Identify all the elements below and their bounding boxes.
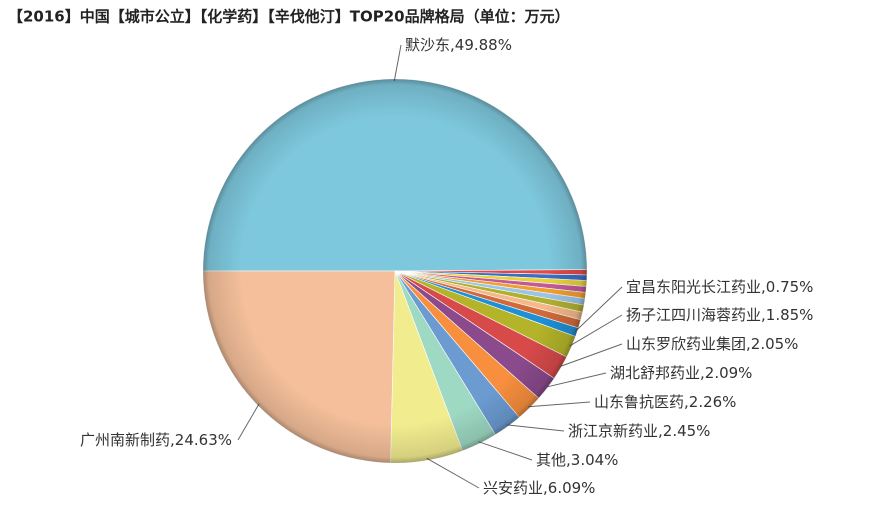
label-category: 宜昌东阳光长江药业 (626, 278, 761, 296)
label-value: ,2.26% (684, 393, 736, 411)
data-label: 浙江京新药业,2.45% (568, 422, 710, 440)
data-label: 其他,3.04% (536, 451, 618, 469)
label-category: 兴安药业 (483, 479, 543, 497)
label-value: ,2.45% (658, 422, 710, 440)
data-label: 兴安药业,6.09% (483, 479, 595, 497)
data-label: 宜昌东阳光长江药业,0.75% (626, 278, 813, 296)
label-category: 浙江京新药业 (568, 422, 658, 440)
label-category: 默沙东 (405, 36, 450, 54)
leader-line (426, 457, 480, 489)
data-label: 山东鲁抗医药,2.26% (594, 393, 736, 411)
leader-line (393, 44, 402, 82)
label-value: ,1.85% (761, 306, 813, 324)
label-category: 其他 (536, 451, 566, 469)
leader-line (237, 403, 260, 441)
data-label: 广州南新制药,24.63% (80, 431, 232, 449)
data-label: 扬子江四川海蓉药业,1.85% (626, 306, 813, 324)
label-category: 广州南新制药 (80, 431, 170, 449)
label-value: ,2.09% (700, 364, 752, 382)
label-value: ,49.88% (450, 36, 512, 54)
pie-slice (202, 78, 588, 272)
label-value: ,24.63% (170, 431, 232, 449)
data-label: 默沙东,49.88% (405, 36, 512, 54)
label-value: ,3.04% (566, 451, 618, 469)
data-label: 山东罗欣药业集团,2.05% (626, 335, 798, 353)
leader-line (478, 441, 533, 461)
label-value: ,6.09% (543, 479, 595, 497)
leader-line (527, 401, 591, 408)
label-category: 山东鲁抗医药 (594, 393, 684, 411)
data-label: 湖北舒邦药业,2.09% (610, 364, 752, 382)
chart-title: 【2016】中国【城市公立】【化学药】【辛伐他汀】TOP20品牌格局（单位：万元… (8, 8, 570, 26)
label-value: ,2.05% (746, 335, 798, 353)
leader-line (506, 424, 565, 432)
label-category: 扬子江四川海蓉药业 (626, 306, 761, 324)
label-value: ,0.75% (761, 278, 813, 296)
label-category: 湖北舒邦药业 (610, 364, 700, 382)
label-category: 山东罗欣药业集团 (626, 335, 746, 353)
